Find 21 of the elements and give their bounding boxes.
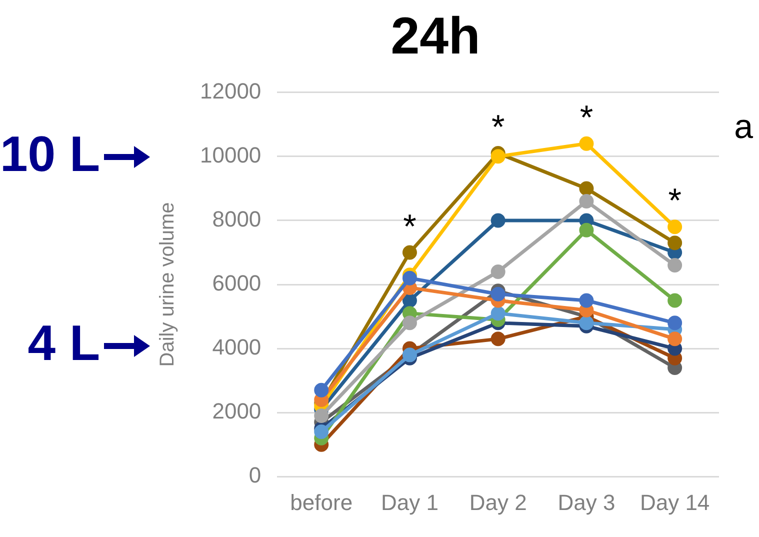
chart-title: 24h	[390, 8, 480, 66]
y-tick-label: 8000	[212, 206, 262, 232]
annotation: *	[491, 108, 505, 147]
y-tick-label: 2000	[212, 398, 262, 424]
annotation: *	[403, 208, 416, 246]
x-tick-label: Day 2	[469, 490, 527, 515]
text: 10 L	[0, 126, 100, 182]
y-tick-label: 4000	[212, 334, 262, 360]
x-tick-label: Day 14	[640, 490, 710, 515]
text: 4 L	[28, 314, 100, 371]
y-tick-label: 12000	[200, 78, 262, 104]
y-tick-label: 0	[248, 462, 262, 488]
annotation: *	[668, 182, 682, 220]
x-tick-label: Day 3	[558, 490, 616, 515]
x-tick-label: before	[290, 490, 353, 515]
y-tick-label: 10000	[200, 142, 262, 168]
y-axis-title: Daily urine volume	[156, 202, 179, 367]
x-tick-label: Day 1	[380, 490, 438, 515]
text: a	[734, 108, 754, 146]
annotation: *	[580, 99, 594, 137]
y-tick-label: 6000	[212, 270, 262, 296]
